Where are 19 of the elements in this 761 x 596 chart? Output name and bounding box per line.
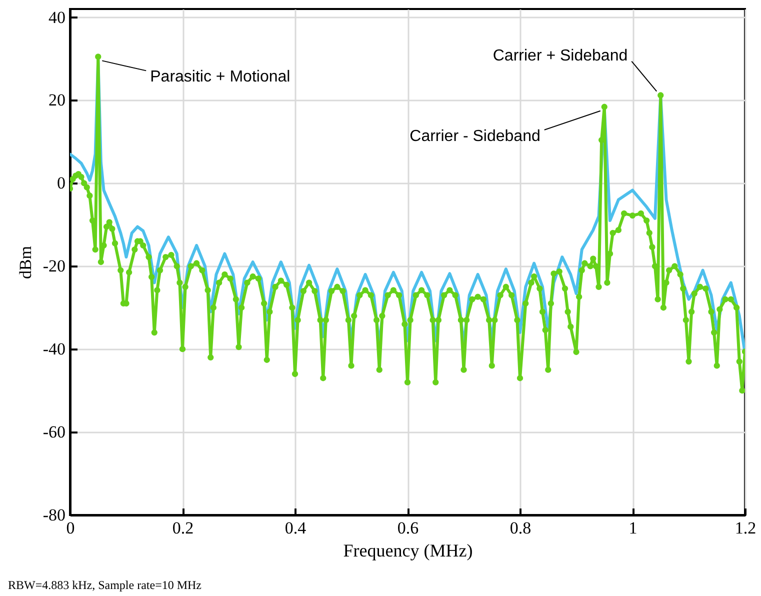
x-tick-label: 0.8 — [510, 518, 532, 538]
y-tick-label: 0 — [57, 174, 66, 193]
y-axis-title: dBm — [16, 246, 35, 280]
y-tick-label: -40 — [42, 340, 66, 359]
annotation: Carrier + Sideband — [492, 47, 628, 64]
y-tick-label: 20 — [48, 90, 66, 110]
text: RBW=4.883 kHz, Sample rate=10 MHz — [8, 578, 202, 592]
x-tick-label: 0.4 — [284, 518, 307, 538]
x-tick-label: 0.6 — [397, 518, 419, 538]
x-tick-label: 0.2 — [172, 518, 194, 538]
annotation: Parasitic + Motional — [150, 68, 290, 86]
y-tick-label: -20 — [42, 256, 66, 276]
y-tick-label: -60 — [42, 422, 66, 442]
x-tick-label: 1 — [628, 518, 638, 538]
y-tick-label: 40 — [48, 8, 66, 27]
annotation: Carrier - Sideband — [410, 128, 540, 145]
x-tick-label: 1.2 — [734, 518, 756, 538]
y-tick-label: -80 — [42, 506, 66, 524]
x-axis-title: Frequency (MHz) — [343, 540, 473, 560]
